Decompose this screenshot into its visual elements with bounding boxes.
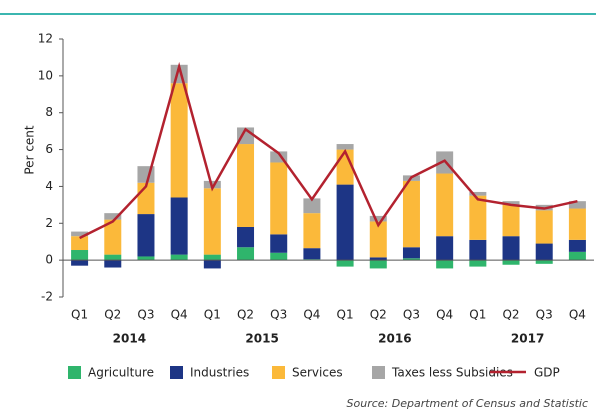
bar-segment <box>436 260 454 269</box>
bar-segment <box>270 162 288 235</box>
bar-segment <box>71 260 89 266</box>
bar-segment <box>203 254 221 261</box>
bar-segment <box>436 173 454 237</box>
x-tick-label: Q3 <box>270 308 287 322</box>
bar-segment <box>568 239 586 252</box>
legend-label: GDP <box>534 366 560 380</box>
x-tick-label: Q1 <box>469 308 486 322</box>
year-label: 2014 <box>113 332 146 346</box>
bar-segment <box>237 247 255 261</box>
bar-segment <box>568 251 586 261</box>
bar-segment <box>369 215 387 222</box>
bar-segment <box>502 260 520 265</box>
bar-segment <box>203 188 221 255</box>
bar-segment <box>71 231 89 237</box>
bar-segment <box>336 144 354 150</box>
bar-segment <box>469 239 487 261</box>
x-tick-label: Q4 <box>171 308 188 322</box>
bar-segment <box>104 219 122 255</box>
legend-swatch <box>170 366 183 379</box>
legend-label: Industries <box>190 366 249 380</box>
x-tick-label: Q4 <box>569 308 586 322</box>
bar-segment <box>137 214 155 257</box>
bar-segment <box>237 226 255 248</box>
x-tick-label: Q1 <box>204 308 221 322</box>
legend-label: Taxes less Subsidies <box>391 366 513 380</box>
bar-segment <box>303 213 321 249</box>
bar-segment <box>369 257 387 261</box>
bar-segment <box>170 83 188 198</box>
year-label: 2016 <box>378 332 411 346</box>
legend-swatch <box>372 366 385 379</box>
y-tick-label: 10 <box>38 68 53 82</box>
x-tick-label: Q4 <box>303 308 320 322</box>
bar-segment <box>535 243 553 261</box>
y-axis-label: Per cent <box>23 125 37 175</box>
bar-segment <box>402 247 420 259</box>
bar-segment <box>369 221 387 258</box>
y-tick-label: 2 <box>45 216 53 230</box>
legend-swatch <box>68 366 81 379</box>
bar-segment <box>469 260 487 267</box>
bar-segment <box>336 184 354 261</box>
x-tick-label: Q3 <box>536 308 553 322</box>
legend-swatch <box>272 366 285 379</box>
legend-label: Services <box>292 366 343 380</box>
x-tick-label: Q2 <box>237 308 254 322</box>
y-tick-label: 6 <box>45 142 53 156</box>
year-label: 2015 <box>245 332 278 346</box>
bar-segment <box>568 208 586 240</box>
x-tick-label: Q3 <box>137 308 154 322</box>
x-tick-label: Q3 <box>403 308 420 322</box>
bar-segment <box>270 252 288 261</box>
bar-segment <box>303 198 321 214</box>
bar-segment <box>469 191 487 196</box>
bar-segment <box>104 213 122 220</box>
y-tick-label: 0 <box>45 253 53 267</box>
bar-segment <box>502 204 520 237</box>
bar-segment <box>502 201 520 205</box>
bar-segment <box>369 260 387 269</box>
gdp-line <box>79 61 578 240</box>
bar-segment <box>104 254 122 261</box>
x-tick-label: Q4 <box>436 308 453 322</box>
bar-segment <box>270 151 288 163</box>
legend-label: Agriculture <box>88 366 154 380</box>
x-tick-label: Q2 <box>502 308 519 322</box>
bar-segment <box>270 234 288 253</box>
bar-segment <box>502 236 520 261</box>
bar-segment <box>402 258 420 261</box>
bar-segment <box>203 260 221 269</box>
bar-segment <box>71 250 89 261</box>
bar-segment <box>71 236 89 251</box>
x-tick-label: Q1 <box>71 308 88 322</box>
bar-segment <box>568 201 586 209</box>
bar-segment <box>170 197 188 255</box>
bar-segment <box>137 256 155 261</box>
y-tick-label: 4 <box>45 179 53 193</box>
bar-segment <box>469 195 487 240</box>
y-tick-label: 12 <box>38 32 53 46</box>
x-tick-label: Q2 <box>370 308 387 322</box>
y-tick-label: 8 <box>45 105 53 119</box>
bar-segment <box>303 248 321 260</box>
x-tick-label: Q1 <box>337 308 354 322</box>
source: Source: Department of Census and Statist… <box>347 397 588 410</box>
y-tick-label: -2 <box>41 290 53 304</box>
bar-segment <box>535 210 553 244</box>
year-label: 2017 <box>511 332 544 346</box>
bar-segment <box>237 144 255 227</box>
bar-segment <box>170 254 188 261</box>
bar-segment <box>402 180 420 248</box>
bar-segment <box>104 260 122 268</box>
x-tick-label: Q2 <box>104 308 121 322</box>
bar-segment <box>436 236 454 261</box>
bar-segment <box>336 260 354 267</box>
bar-segment <box>535 260 553 264</box>
